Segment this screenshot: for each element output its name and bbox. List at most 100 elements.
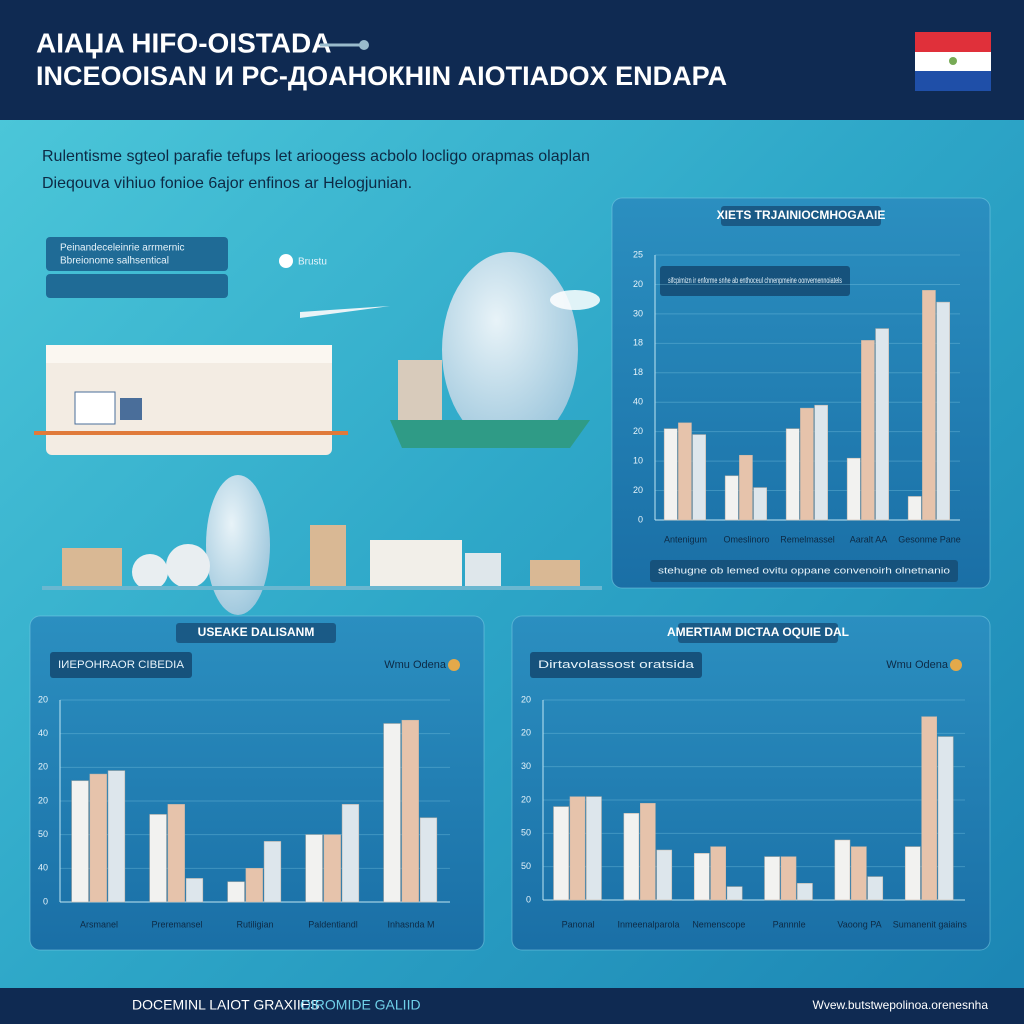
chart-title: USEAKE DALISANM — [198, 625, 315, 639]
y-tick-label: 18 — [633, 367, 643, 377]
y-tick-label: 20 — [633, 279, 643, 289]
bar — [623, 813, 640, 901]
bar — [263, 841, 282, 903]
bar — [785, 428, 800, 521]
bar — [640, 803, 656, 901]
bar — [851, 846, 867, 901]
y-tick-label: 20 — [521, 728, 531, 738]
footer-text: OIROMIDE GALIID — [300, 997, 421, 1013]
bar — [710, 846, 726, 901]
bar — [569, 796, 586, 901]
y-tick-label: 30 — [633, 308, 643, 318]
chart-subtitle: Dirtavolassost oratsida — [538, 659, 695, 671]
x-tick-label: Remelmassel — [780, 534, 835, 544]
y-tick-label: 50 — [521, 861, 531, 871]
chart-badge: Wmu Odena — [384, 659, 447, 671]
chart-footer: stehugne ob lemed ovitu oppane convenoir… — [658, 565, 950, 575]
bar — [936, 301, 950, 521]
bar — [401, 719, 419, 903]
intro-text: Dieqouva vihiuo fonioe 6ajor enfinos ar … — [42, 175, 412, 192]
bar — [71, 780, 89, 903]
bar — [907, 496, 922, 521]
x-tick-label: Omeslinoro — [723, 534, 769, 544]
y-tick-label: 50 — [38, 829, 48, 839]
y-tick-label: 20 — [633, 485, 643, 495]
y-tick-label: 20 — [521, 794, 531, 804]
y-tick-label: 40 — [38, 728, 48, 738]
bar — [693, 853, 710, 901]
bar — [305, 834, 323, 903]
header-bar — [0, 0, 1024, 120]
decor — [359, 40, 369, 50]
chart-badge: Wmu Odena — [886, 659, 949, 671]
x-tick-label: Gesonme Pane — [898, 534, 961, 544]
bar — [797, 883, 813, 901]
x-tick-label: Sumanenit gaiains — [893, 919, 968, 929]
chart-title: XIETS TRJAINIOCMHOGAAIE — [717, 208, 886, 222]
x-tick-label: Rutiligian — [236, 919, 273, 929]
bar — [341, 804, 360, 903]
bar — [921, 716, 937, 901]
bar — [692, 434, 706, 521]
icon-label: Brustu — [298, 257, 327, 268]
y-tick-label: 10 — [633, 455, 643, 465]
bar — [846, 457, 861, 521]
subtitle-box — [660, 266, 850, 296]
bar — [922, 290, 936, 521]
title-box — [176, 623, 336, 643]
bar — [724, 475, 739, 521]
chart-subtitle: IИEPOHRAOR CIBEDIA — [58, 659, 185, 671]
bar — [780, 856, 797, 901]
bar — [656, 849, 673, 901]
bar — [904, 846, 921, 901]
bar — [185, 878, 204, 903]
y-tick-label: 20 — [38, 694, 48, 704]
y-tick-label: 25 — [633, 249, 643, 259]
y-tick-label: 40 — [633, 397, 643, 407]
x-tick-label: Preremansel — [151, 919, 202, 929]
bar — [678, 422, 692, 521]
badge-text: Bbreionome salhsentical — [60, 256, 169, 267]
y-tick-label: 18 — [633, 338, 643, 348]
x-tick-label: Nemenscope — [692, 919, 745, 929]
chart-subtitle: sifcpimizn ir enforme snhe ab enthoceul … — [668, 276, 842, 285]
flag — [915, 32, 991, 91]
bar — [867, 876, 884, 901]
y-tick-label: 20 — [633, 426, 643, 436]
x-tick-label: Paldentiandl — [308, 919, 358, 929]
bar — [663, 428, 678, 521]
footer-bar — [0, 988, 1024, 1024]
x-tick-label: Pannnle — [773, 919, 806, 929]
bar — [937, 736, 954, 901]
bar — [167, 804, 185, 903]
footer-box — [650, 560, 958, 582]
x-tick-label: Inhasnda M — [387, 919, 434, 929]
bar — [800, 407, 814, 521]
subtitle-box — [50, 652, 192, 678]
bar — [553, 806, 569, 901]
y-tick-label: 20 — [521, 694, 531, 704]
badge-icon — [950, 659, 962, 671]
bar — [726, 886, 743, 901]
bar — [107, 770, 126, 903]
bar — [89, 773, 107, 903]
y-tick-label: 20 — [38, 762, 48, 772]
y-tick-label: 0 — [43, 896, 48, 906]
bar — [149, 814, 167, 903]
y-tick-label: 0 — [638, 514, 643, 524]
intro-text: Rulentisme sgteol parafie tefups let ari… — [42, 148, 590, 165]
bar — [814, 404, 828, 521]
chart-title: AMERTIAM DICTAA OQUIE DAL — [667, 625, 849, 639]
x-tick-label: Panonal — [562, 919, 595, 929]
x-tick-label: Inmeenalparola — [617, 919, 679, 929]
bar — [245, 868, 263, 903]
subtitle-box — [530, 652, 702, 678]
illustration: Peinandeceleinrie arrmernic Bbreionome s… — [34, 237, 602, 615]
bar — [875, 328, 889, 521]
bar — [861, 340, 875, 521]
bar — [739, 454, 753, 521]
y-tick-label: 50 — [521, 828, 531, 838]
badge-icon — [448, 659, 460, 671]
